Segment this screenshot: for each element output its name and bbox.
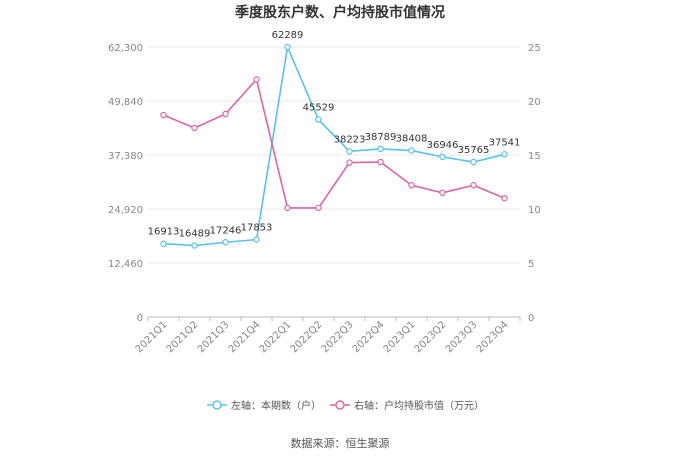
x-axis: 2021Q12021Q22021Q32021Q42022Q12022Q22022… (134, 317, 521, 355)
x-tick-label: 2023Q4 (475, 319, 511, 355)
left-axis: 0 12,460 24,920 37,380 49,840 62,300 (108, 43, 143, 324)
legend-label: 左轴：本期数（户） (231, 399, 321, 412)
x-tick-label: 2021Q3 (196, 319, 232, 355)
x-tick-label: 2023Q2 (413, 319, 449, 355)
left-tick-label: 37,380 (108, 151, 143, 162)
data-point-households (408, 147, 415, 154)
data-label: 37541 (489, 137, 521, 148)
legend-swatch-marker (335, 400, 345, 410)
right-tick-label: 20 (528, 97, 541, 108)
right-tick-label: 0 (528, 313, 534, 324)
x-tick-label: 2021Q4 (227, 319, 263, 355)
left-tick-label: 24,920 (108, 205, 143, 216)
data-labels: 16913 16489 17246 17853 62289 45529 38223 38789… (148, 30, 521, 239)
legend[interactable]: 左轴：本期数（户） 右轴：户均持股市值（万元） (207, 399, 484, 412)
data-point-avg-holding-value (284, 204, 291, 212)
data-point-households (284, 43, 291, 51)
right-axis: 0 5 10 15 20 25 (528, 43, 541, 324)
x-tick-label: 2022Q1 (258, 319, 294, 355)
data-point-avg-holding-value (439, 189, 446, 196)
data-label: 16913 (148, 227, 180, 238)
legend-item-avg-holding-value[interactable]: 右轴：户均持股市值（万元） (330, 399, 484, 412)
data-label: 16489 (179, 229, 211, 240)
right-tick-label: 10 (528, 205, 541, 216)
left-tick-label: 49,840 (108, 97, 143, 108)
right-tick-label: 5 (528, 259, 534, 270)
data-point-avg-holding-value (191, 124, 198, 132)
data-label: 45529 (303, 103, 335, 114)
data-label: 35765 (458, 145, 490, 156)
data-point-avg-holding-value (222, 110, 229, 118)
data-point-avg-holding-value (315, 204, 322, 212)
data-point-households (346, 148, 353, 155)
data-point-households (222, 239, 229, 246)
data-point-households (501, 151, 508, 158)
data-label: 17246 (210, 225, 242, 236)
data-source: 数据来源：恒生聚源 (291, 436, 390, 450)
data-point-households (160, 240, 167, 247)
data-point-avg-holding-value (408, 182, 415, 189)
series-line-households (163, 44, 505, 247)
x-tick-label: 2022Q4 (351, 319, 387, 355)
data-point-avg-holding-value (377, 158, 384, 166)
data-label: 62289 (272, 30, 304, 41)
data-label: 17853 (241, 223, 273, 234)
data-point-households (191, 242, 198, 249)
data-label: 38789 (365, 132, 397, 143)
data-point-households (439, 153, 446, 161)
legend-item-households[interactable]: 左轴：本期数（户） (207, 399, 321, 412)
left-tick-label: 0 (137, 313, 143, 324)
data-point-households (315, 116, 322, 123)
data-label: 36946 (427, 140, 459, 151)
data-label: 38223 (334, 134, 366, 145)
series (160, 43, 508, 249)
data-point-avg-holding-value (501, 194, 508, 202)
x-tick-label: 2023Q1 (382, 319, 418, 355)
x-tick-label: 2022Q3 (320, 319, 356, 355)
left-tick-label: 12,460 (108, 259, 143, 270)
legend-label: 右轴：户均持股市值（万元） (354, 399, 484, 412)
x-tick-label: 2021Q2 (165, 319, 201, 355)
data-label: 38408 (396, 134, 428, 145)
grid (148, 46, 520, 318)
x-tick-label: 2021Q1 (134, 319, 170, 355)
series-line-avg-holding-value (163, 77, 505, 209)
left-tick-label: 62,300 (108, 43, 143, 54)
data-point-households (253, 236, 260, 243)
data-point-households (377, 145, 384, 153)
x-tick-label: 2022Q2 (289, 319, 325, 355)
right-tick-label: 15 (528, 151, 541, 162)
legend-swatch-marker (212, 400, 222, 410)
data-point-avg-holding-value (346, 159, 353, 166)
data-point-households (470, 158, 477, 166)
right-tick-label: 25 (528, 43, 541, 54)
x-tick-label: 2023Q3 (444, 319, 480, 355)
data-point-avg-holding-value (253, 76, 260, 83)
data-point-avg-holding-value (160, 111, 167, 119)
data-point-avg-holding-value (470, 182, 477, 189)
chart-title: 季度股东户数、户均持股市值情况 (234, 4, 445, 21)
